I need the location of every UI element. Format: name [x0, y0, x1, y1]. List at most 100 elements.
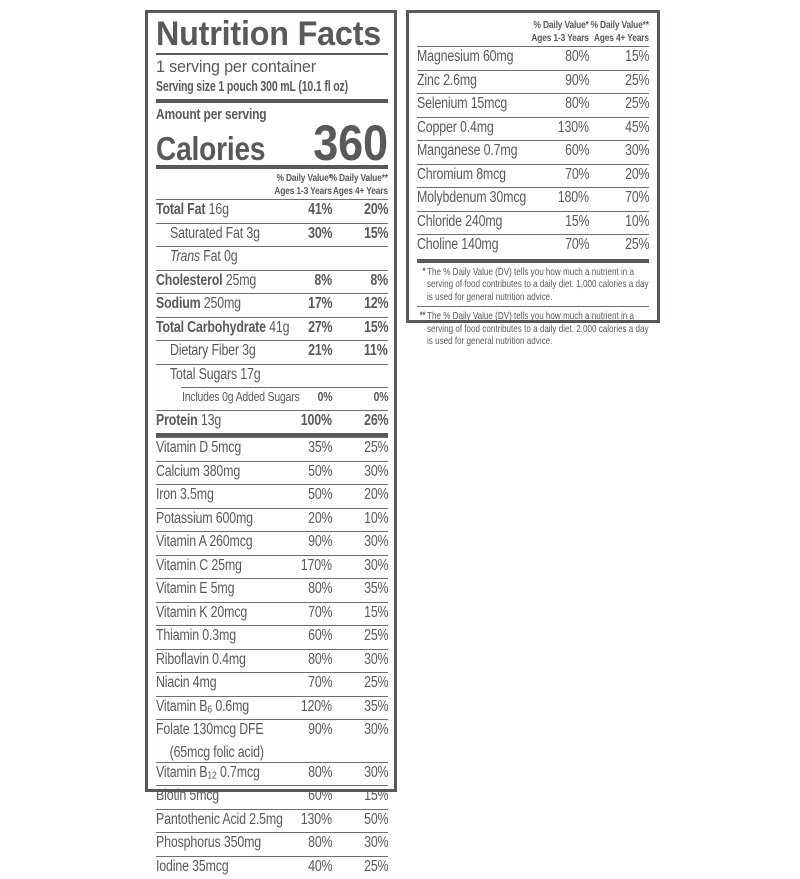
nutrient-row: Saturated Fat 3g 30% 15%	[156, 223, 388, 247]
nutrient-name: Vitamin D 5mcg	[156, 438, 276, 461]
nutrient-row: Selenium 15mcg 80% 25%	[417, 93, 649, 117]
dv-ages-1-3-value: 40%	[276, 857, 332, 876]
nutrient-row: Calcium 380mg 50% 30%	[156, 461, 388, 485]
dv-ages-1-3-value: 80%	[276, 650, 332, 669]
nutrient-name: Vitamin K 20mcg	[156, 603, 276, 626]
nutrient-name: Protein 13g	[156, 411, 276, 434]
dv-ages-4plus-value: 30%	[332, 462, 388, 481]
nutrient-row: Includes 0g Added Sugars 0% 0%	[156, 387, 388, 410]
daily-value-header: % Daily Value* Ages 1-3 Years % Daily Va…	[417, 18, 649, 46]
footnote-mark: **	[417, 310, 425, 323]
nutrition-facts-title: Nutrition Facts	[156, 16, 388, 52]
footnote-text: The % Daily Value (DV) tells you how muc…	[427, 266, 649, 303]
calories-value: 360	[305, 124, 388, 162]
footnote-mark: *	[417, 266, 425, 279]
calories-label: Calories	[156, 130, 285, 168]
nutrient-row: Vitamin B6 0.6mg 120% 35%	[156, 696, 388, 720]
dv-ages-4plus-value: 30%	[332, 556, 388, 575]
nutrient-name: Saturated Fat 3g	[156, 224, 276, 247]
dv-ages-1-3-value: 70%	[537, 165, 589, 184]
nutrient-name: Vitamin C 25mg	[156, 556, 276, 579]
serving-size: Serving size 1 pouch 300 mL (10.1 fl oz)	[156, 77, 388, 96]
footnote-body: **The % Daily Value (DV) tells you how m…	[417, 310, 649, 348]
nutrient-name: Chloride 240mg	[417, 212, 537, 235]
dv-ages-1-3-value: 17%	[276, 294, 332, 313]
nutrient-name: Includes 0g Added Sugars	[156, 387, 276, 410]
dv-ages-1-3-value: 8%	[276, 271, 332, 290]
nutrition-label-page: Nutrition Facts 1 serving per container …	[0, 0, 800, 800]
calories-row: Calories 360	[156, 124, 388, 165]
dv-ages-4plus-value: 26%	[332, 411, 388, 430]
nutrient-name: Choline 140mg	[417, 235, 537, 258]
nutrient-name: Thiamin 0.3mg	[156, 626, 276, 649]
title-rule	[156, 53, 388, 55]
footnote-text: The % Daily Value (DV) tells you how muc…	[427, 310, 649, 347]
nutrient-name: Vitamin B6 0.6mg	[156, 697, 276, 720]
dv-ages-1-3-value: 41%	[276, 200, 332, 219]
dv-ages-4plus-value: 15%	[589, 47, 649, 66]
nutrient-name: Sodium 250mg	[156, 294, 276, 317]
nutrient-row: Cholesterol 25mg 8% 8%	[156, 270, 388, 294]
nutrient-row: Magnesium 60mg 80% 15%	[417, 46, 649, 70]
dv-header-col2-line1: % Daily Value**	[591, 19, 649, 32]
nutrient-row: Total Sugars 17g	[156, 364, 388, 388]
dv-ages-4plus-value: 30%	[332, 532, 388, 551]
dv-ages-1-3-value: 60%	[276, 786, 332, 805]
nutrient-row: Sodium 250mg 17% 12%	[156, 293, 388, 317]
nutrient-row: Vitamin E 5mg 80% 35%	[156, 578, 388, 602]
dv-ages-1-3-value: 80%	[276, 833, 332, 852]
nutrient-name: Vitamin B12 0.7mcg	[156, 763, 276, 786]
nutrient-name: Niacin 4mg	[156, 673, 276, 696]
dv-ages-4plus-value: 30%	[589, 141, 649, 160]
daily-value-header: % Daily Value* Ages 1-3 Years % Daily Va…	[156, 171, 388, 199]
dv-ages-4plus-value: 30%	[332, 650, 388, 669]
dv-ages-1-3-value: 170%	[276, 556, 332, 575]
separator-bar	[156, 99, 388, 103]
nutrient-row: Molybdenum 30mcg 180% 70%	[417, 187, 649, 211]
dv-ages-4plus-value: 20%	[589, 165, 649, 184]
nutrient-name: Total Sugars 17g	[156, 365, 276, 388]
dv-ages-4plus-value: 30%	[332, 763, 388, 782]
serving-size-text: Serving size 1 pouch 300 mL (10.1 fl oz)	[156, 77, 348, 96]
dv-ages-1-3-value: 90%	[537, 71, 589, 90]
dv-header-ages-4plus: % Daily Value** Ages 4+ Years	[576, 19, 649, 45]
dv-ages-4plus-value: 25%	[589, 94, 649, 113]
nutrient-name: Copper 0.4mg	[417, 118, 537, 141]
dv-ages-1-3-value: 60%	[537, 141, 589, 160]
vitamins-table: Vitamin D 5mcg 35% 25% Calcium 380mg 50%…	[156, 433, 388, 879]
dv-ages-1-3-value: 60%	[276, 626, 332, 645]
nutrient-name: Manganese 0.7mg	[417, 141, 537, 164]
nutrient-name: Riboflavin 0.4mg	[156, 650, 276, 673]
calories-label-text: Calories	[156, 130, 265, 168]
dv-ages-4plus-value: 35%	[332, 697, 388, 716]
nutrient-name: Vitamin A 260mcg	[156, 532, 276, 555]
nutrient-row: Phosphorus 350mg 80% 30%	[156, 832, 388, 856]
calories-value-text: 360	[313, 124, 388, 162]
nutrient-row: Vitamin A 260mcg 90% 30%	[156, 531, 388, 555]
dv-ages-4plus-value: 15%	[332, 603, 388, 622]
nutrient-row: Total Fat 16g 41% 20%	[156, 199, 388, 223]
nutrient-row: Iodine 35mcg 40% 25%	[156, 856, 388, 879]
nutrient-row: Niacin 4mg 70% 25%	[156, 672, 388, 696]
dv-ages-1-3-value: 70%	[276, 603, 332, 622]
dv-ages-4plus-value: 35%	[332, 579, 388, 598]
nutrition-facts-panel: Nutrition Facts 1 serving per container …	[145, 10, 397, 792]
servings-per-container: 1 serving per container	[156, 57, 388, 77]
dv-ages-1-3-value: 21%	[276, 341, 332, 360]
minerals-table: Magnesium 60mg 80% 15% Zinc 2.6mg 90% 25…	[417, 46, 649, 258]
nutrient-name: Calcium 380mg	[156, 462, 276, 485]
nutrient-name: Biotin 5mcg	[156, 786, 276, 809]
nutrient-row: Iron 3.5mg 50% 20%	[156, 484, 388, 508]
dv-ages-4plus-value	[332, 365, 388, 384]
nutrient-name: Dietary Fiber 3g	[156, 341, 276, 364]
nutrient-row: Dietary Fiber 3g 21% 11%	[156, 340, 388, 364]
nutrient-row: Vitamin C 25mg 170% 30%	[156, 555, 388, 579]
nutrient-name: Folate 130mcg DFE(65mcg folic acid)	[156, 720, 276, 762]
dv-ages-4plus-value: 15%	[332, 786, 388, 805]
dv-ages-4plus-value: 70%	[589, 188, 649, 207]
nutrient-row: Protein 13g 100% 26%	[156, 410, 388, 434]
dv-ages-1-3-value: 180%	[537, 188, 589, 207]
nutrient-row: Biotin 5mcg 60% 15%	[156, 785, 388, 809]
dv-ages-1-3-value: 50%	[276, 485, 332, 504]
dv-ages-4plus-value	[332, 247, 388, 266]
